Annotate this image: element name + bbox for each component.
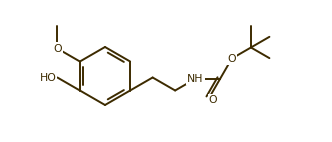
Text: HO: HO [40,73,56,83]
Text: O: O [53,43,62,54]
Text: O: O [209,95,217,105]
Text: O: O [227,54,236,63]
Text: NH: NH [187,74,204,84]
